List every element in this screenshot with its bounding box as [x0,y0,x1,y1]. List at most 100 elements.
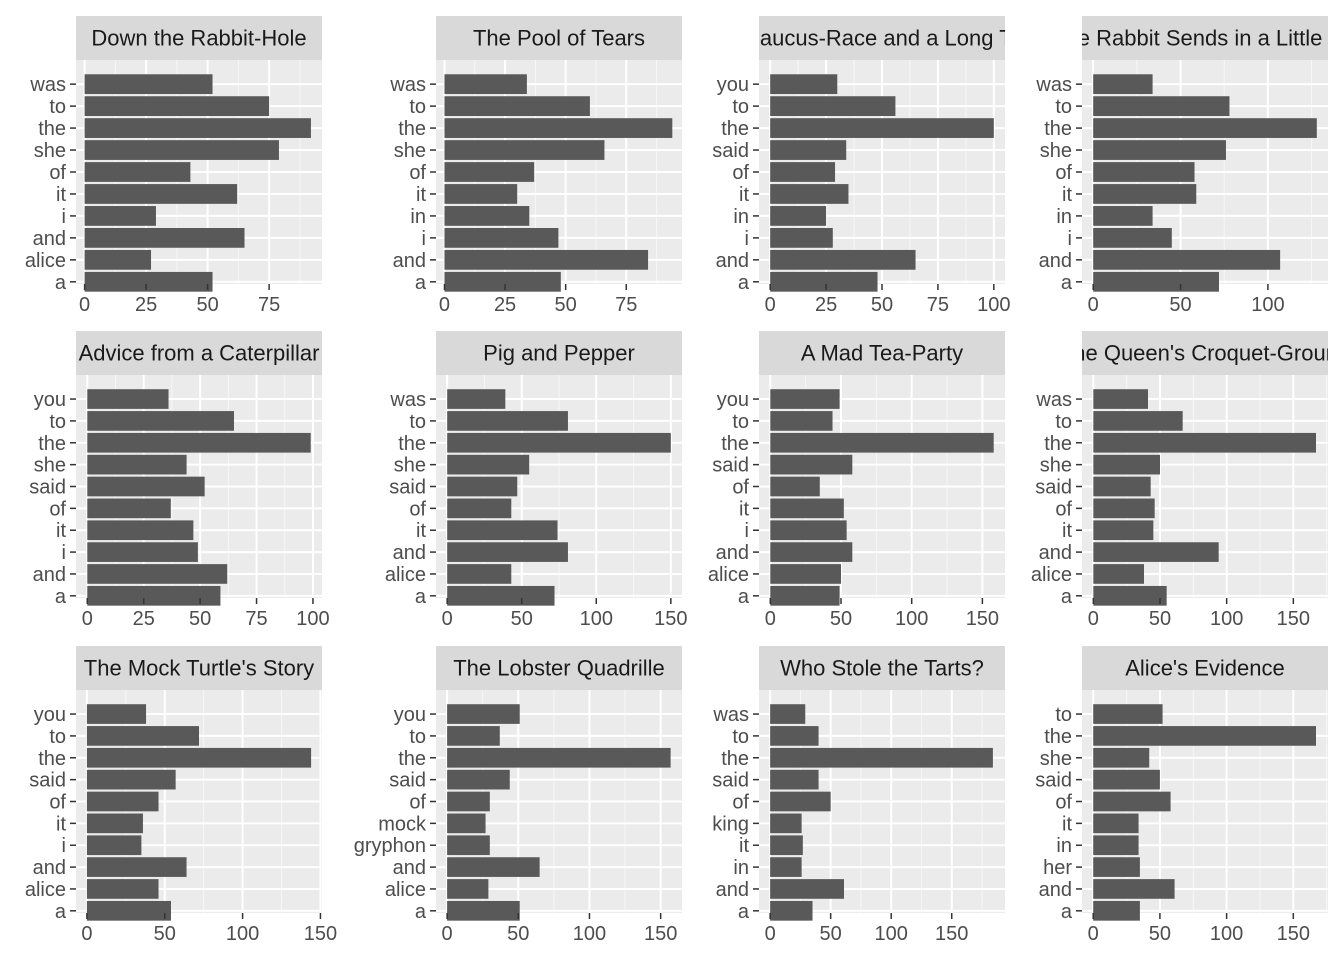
y-tick-label: was [389,74,426,96]
bar [84,249,152,270]
y-tick-label: to [1055,411,1072,433]
bar [444,184,518,204]
y-tick-label: the [398,433,426,455]
y-tick-label: to [49,411,66,433]
bar [444,118,673,138]
facet-panel: Alice's Evidence totheshesaidofitinherand… [1035,646,1328,945]
bar [1093,74,1153,95]
y-tick-label: alice [25,250,66,272]
facet-title: The Queen's Croquet-Ground [1060,341,1344,366]
bar [1093,271,1219,292]
x-tick-label: 0 [765,923,776,945]
y-tick-label: the [721,118,749,140]
bar [770,184,849,204]
y-tick-label: you [34,704,66,726]
y-tick-label: alice [385,564,426,586]
bar [1093,835,1139,856]
facet-title: The Pool of Tears [473,26,645,51]
x-tick-label: 50 [1149,608,1171,630]
y-tick-label: a [55,272,67,294]
x-tick-label: 50 [555,294,577,316]
bar [770,585,840,606]
bar [770,726,819,746]
y-tick-label: it [1062,520,1072,542]
y-tick-label: of [409,498,426,520]
x-tick-label: 150 [966,608,999,630]
bar [1093,704,1163,724]
bar [1093,140,1226,160]
bar [87,564,228,584]
facet-strip [1082,646,1328,690]
bar [1093,498,1155,519]
facet-title: Who Stole the Tarts? [780,656,984,681]
bar [86,726,199,746]
bar [770,271,878,292]
y-tick-label: a [415,586,427,608]
bar [86,879,159,899]
bar [84,140,279,160]
x-tick-label: 150 [644,923,677,945]
bar [444,249,649,270]
bar [770,520,847,541]
y-tick-label: the [1044,433,1072,455]
bar [84,118,311,138]
y-tick-label: said [1035,477,1072,499]
y-tick-label: i [62,835,66,857]
bar [87,411,234,431]
y-tick-label: alice [385,879,426,901]
bar [770,140,847,160]
x-tick-label: 50 [189,608,211,630]
y-tick-label: the [1044,726,1072,748]
y-tick-label: the [721,433,749,455]
bar [1093,162,1195,182]
y-tick-label: her [1043,857,1072,879]
bar [447,498,512,519]
facet-panel: The Lobster Quadrille youtothesaidofmockg… [354,646,682,945]
y-tick-label: she [394,455,426,477]
x-tick-label: 25 [135,294,157,316]
facet-title: The Mock Turtle's Story [84,656,314,681]
y-tick-label: in [1056,835,1072,857]
bar [1093,813,1139,834]
bar [84,184,238,204]
y-tick-label: the [38,118,66,140]
y-tick-label: a [1061,272,1073,294]
bar [86,813,143,834]
bar [770,900,813,921]
y-tick-label: said [1035,770,1072,792]
y-tick-label: in [410,206,426,228]
y-tick-label: to [1055,704,1072,726]
y-tick-label: it [56,184,66,206]
y-tick-label: and [1039,879,1072,901]
x-tick-label: 75 [258,294,280,316]
bar [770,813,802,834]
y-tick-label: said [712,770,749,792]
facet-strip [759,646,1005,690]
y-tick-label: it [739,184,749,206]
bar [770,879,844,899]
bar [770,564,841,584]
y-tick-label: was [389,389,426,411]
bar [770,74,838,95]
x-tick-label: 75 [245,608,267,630]
bar [87,454,187,475]
bar [447,747,671,768]
bar [86,704,147,724]
y-tick-label: i [745,228,749,250]
y-tick-label: you [34,389,66,411]
bar [87,542,198,562]
facet-title: Alice's Evidence [1125,656,1285,681]
y-tick-label: king [712,813,749,835]
bar [84,228,245,248]
bar [1093,900,1140,921]
bar [770,791,831,812]
y-tick-label: of [732,792,749,814]
y-tick-label: the [398,748,426,770]
y-tick-label: was [1035,74,1072,96]
y-tick-label: it [1062,184,1072,206]
facet-title: The Lobster Quadrille [453,656,665,681]
y-tick-label: alice [25,879,66,901]
bar [1093,249,1281,270]
